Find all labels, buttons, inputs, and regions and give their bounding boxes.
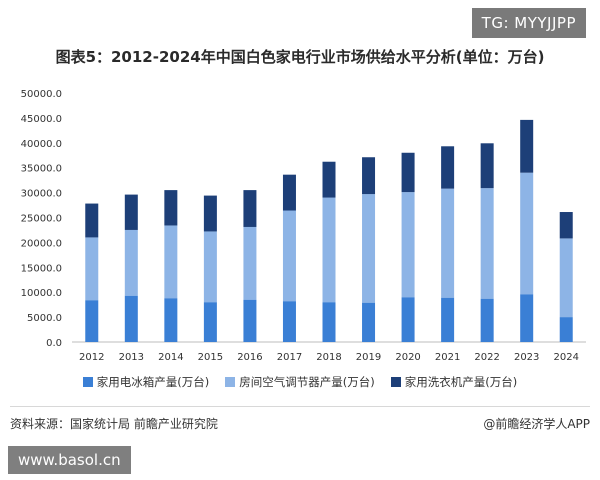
x-tick-label: 2020 — [395, 352, 420, 363]
legend-label-ac: 房间空气调节器产量(万台) — [239, 375, 375, 389]
x-tick-label: 2013 — [119, 352, 144, 363]
bar-segment-washer — [282, 174, 296, 211]
legend-label-washer: 家用洗衣机产量(万台) — [404, 375, 518, 389]
x-tick-label: 2016 — [237, 352, 262, 363]
bar-segment-ac — [362, 194, 376, 303]
bar-segment-fridge — [362, 302, 376, 342]
bar-segment-fridge — [441, 297, 455, 342]
x-tick-label: 2021 — [435, 352, 460, 363]
bar-segment-ac — [322, 197, 336, 303]
bar-segment-washer — [85, 203, 99, 238]
bar-segment-ac — [480, 188, 494, 299]
bar-segment-ac — [243, 226, 257, 300]
legend-label-fridge: 家用电冰箱产量(万台) — [96, 375, 210, 389]
chart-footer: 资料来源：国家统计局 前瞻产业研究院 @前瞻经济学人APP — [10, 406, 590, 433]
bar-segment-ac — [85, 237, 99, 301]
bar-segment-fridge — [85, 300, 99, 342]
site-badge: www.basol.cn — [8, 446, 131, 474]
y-tick-label: 5000.0 — [27, 313, 62, 324]
bar-segment-ac — [124, 229, 138, 296]
bar-segment-washer — [559, 212, 573, 239]
bar-segment-washer — [401, 152, 415, 193]
bar-segment-ac — [282, 210, 296, 302]
legend-swatch-ac — [225, 377, 236, 387]
y-tick-label: 30000.0 — [21, 189, 62, 200]
y-tick-label: 0.0 — [46, 338, 62, 349]
legend-swatch-washer — [390, 377, 401, 387]
bar-segment-washer — [322, 161, 336, 198]
legend-item-washer: 家用洗衣机产量(万台) — [390, 374, 518, 390]
bar-segment-fridge — [243, 299, 257, 342]
y-tick-label: 15000.0 — [21, 263, 62, 274]
bar-segment-fridge — [282, 301, 296, 342]
bar-segment-fridge — [480, 298, 494, 342]
legend-item-ac: 房间空气调节器产量(万台) — [225, 374, 375, 390]
bar-segment-ac — [520, 172, 534, 295]
y-tick-label: 10000.0 — [21, 288, 62, 299]
bar-segment-washer — [480, 143, 494, 189]
bar-segment-ac — [164, 225, 178, 299]
x-tick-label: 2022 — [474, 352, 499, 363]
x-tick-label: 2012 — [79, 352, 104, 363]
x-tick-label: 2024 — [554, 352, 579, 363]
y-tick-label: 50000.0 — [21, 89, 62, 100]
x-tick-label: 2019 — [356, 352, 381, 363]
bar-segment-fridge — [203, 302, 217, 342]
chart-title: 图表5：2012-2024年中国白色家电行业市场供给水平分析(单位：万台) — [55, 48, 545, 66]
watermark-badge: TG: MYYJJPP — [471, 8, 586, 38]
bar-segment-washer — [441, 146, 455, 189]
x-tick-label: 2014 — [158, 352, 183, 363]
y-tick-label: 40000.0 — [21, 139, 62, 150]
bar-segment-ac — [203, 231, 217, 303]
bar-segment-ac — [441, 188, 455, 298]
bar-segment-washer — [243, 190, 257, 227]
bar-segment-washer — [164, 190, 178, 226]
data-source: 资料来源：国家统计局 前瞻产业研究院 — [10, 417, 218, 431]
y-tick-label: 35000.0 — [21, 164, 62, 175]
y-tick-label: 25000.0 — [21, 214, 62, 225]
y-tick-label: 20000.0 — [21, 238, 62, 249]
stacked-bar-chart: 0.0 5000.0 10000.0 15000.0 20000.0 25000.0 300… — [21, 89, 586, 363]
bar-segment-ac — [559, 238, 573, 318]
bar-segment-ac — [401, 192, 415, 298]
bar-segment-fridge — [124, 295, 138, 342]
y-tick-label: 45000.0 — [21, 114, 62, 125]
x-tick-label: 2015 — [198, 352, 223, 363]
bar-segment-washer — [362, 157, 376, 195]
bar-segment-washer — [203, 195, 217, 232]
bar-segment-fridge — [322, 302, 336, 342]
publisher-credit: @前瞻经济学人APP — [483, 417, 590, 431]
bar-segment-washer — [124, 194, 138, 230]
x-tick-label: 2017 — [277, 352, 302, 363]
bar-segment-fridge — [401, 297, 415, 342]
bar-segment-fridge — [520, 294, 534, 342]
bar-segment-washer — [520, 119, 534, 173]
bar-segment-fridge — [164, 298, 178, 342]
x-tick-label: 2023 — [514, 352, 539, 363]
bar-segment-fridge — [559, 317, 573, 342]
chart-legend: 家用电冰箱产量(万台) 房间空气调节器产量(万台) 家用洗衣机产量(万台) — [0, 374, 600, 390]
x-tick-label: 2018 — [316, 352, 341, 363]
legend-item-fridge: 家用电冰箱产量(万台) — [82, 374, 210, 390]
legend-swatch-fridge — [82, 377, 93, 387]
